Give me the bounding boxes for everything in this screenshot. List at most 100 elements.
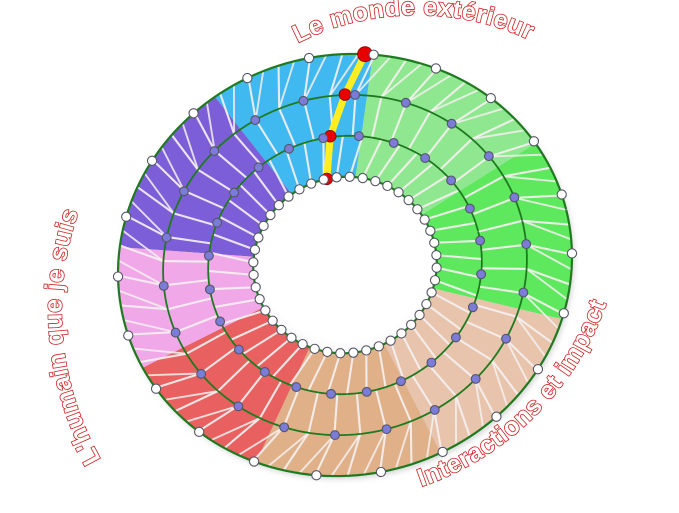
graph-node[interactable]	[509, 192, 520, 203]
graph-node[interactable]	[260, 305, 271, 316]
graph-node[interactable]	[259, 367, 270, 377]
graph-node[interactable]	[212, 217, 223, 228]
graph-node[interactable]	[322, 346, 333, 358]
graph-node[interactable]	[265, 209, 276, 221]
graph-node[interactable]	[388, 137, 399, 148]
graph-node[interactable]	[357, 172, 368, 184]
graph-node[interactable]	[258, 220, 269, 232]
highlight-node[interactable]	[338, 88, 352, 101]
graph-node[interactable]	[215, 316, 226, 327]
graph-node[interactable]	[521, 239, 532, 250]
graph-node[interactable]	[170, 327, 181, 338]
graph-node[interactable]	[250, 282, 261, 293]
graph-node[interactable]	[556, 189, 567, 200]
graph-node[interactable]	[403, 194, 414, 206]
graph-node[interactable]	[318, 133, 329, 144]
graph-node[interactable]	[532, 364, 544, 375]
graph-node[interactable]	[297, 338, 308, 350]
graph-node[interactable]	[291, 382, 302, 393]
graph-node[interactable]	[476, 269, 487, 280]
graph-node[interactable]	[121, 211, 132, 222]
graph-node[interactable]	[475, 235, 486, 246]
graph-node[interactable]	[414, 309, 425, 321]
graph-node[interactable]	[309, 343, 320, 355]
graph-node[interactable]	[446, 118, 457, 129]
graph-node[interactable]	[318, 174, 329, 185]
graph-node[interactable]	[368, 49, 379, 60]
graph-node[interactable]	[426, 357, 437, 368]
graph-node[interactable]	[161, 232, 172, 243]
graph-node[interactable]	[253, 232, 264, 243]
graph-node[interactable]	[209, 146, 220, 157]
graph-node[interactable]	[425, 225, 436, 236]
graph-node[interactable]	[421, 298, 432, 310]
graph-node[interactable]	[150, 383, 162, 394]
graph-node[interactable]	[370, 175, 381, 187]
graph-node[interactable]	[298, 95, 309, 106]
graph-node[interactable]	[385, 335, 396, 346]
graph-node[interactable]	[326, 388, 336, 399]
graph-node[interactable]	[429, 404, 440, 415]
graph-node[interactable]	[483, 151, 494, 162]
graph-node[interactable]	[431, 249, 442, 261]
graph-node[interactable]	[242, 72, 253, 84]
graph-node[interactable]	[249, 244, 261, 255]
graph-node[interactable]	[361, 386, 372, 397]
graph-node[interactable]	[273, 200, 284, 211]
graph-node[interactable]	[203, 250, 214, 261]
graph-node[interactable]	[426, 287, 437, 298]
graph-node[interactable]	[330, 430, 340, 441]
graph-node[interactable]	[196, 368, 207, 379]
graph-node[interactable]	[233, 344, 244, 355]
graph-node[interactable]	[350, 89, 360, 100]
graph-node[interactable]	[254, 294, 265, 305]
graph-node[interactable]	[344, 171, 355, 182]
graph-node[interactable]	[396, 376, 406, 387]
graph-node[interactable]	[430, 63, 442, 74]
segment-light-tan-segment[interactable]	[384, 288, 562, 453]
graph-node[interactable]	[361, 345, 372, 356]
graph-node[interactable]	[179, 186, 189, 197]
graph-node[interactable]	[267, 315, 278, 326]
graph-node[interactable]	[248, 257, 259, 268]
segment-pink-segment[interactable]	[118, 247, 264, 368]
graph-node[interactable]	[375, 466, 387, 478]
graph-node[interactable]	[501, 333, 511, 344]
graph-node[interactable]	[279, 422, 290, 433]
graph-node[interactable]	[248, 269, 259, 281]
graph-node[interactable]	[406, 319, 417, 330]
graph-node[interactable]	[306, 178, 317, 189]
graph-node[interactable]	[400, 97, 411, 108]
graph-node[interactable]	[373, 341, 384, 352]
graph-node[interactable]	[464, 203, 475, 214]
graph-node[interactable]	[558, 308, 569, 319]
graph-node[interactable]	[188, 108, 199, 119]
graph-node[interactable]	[396, 328, 407, 339]
graph-node[interactable]	[470, 373, 481, 384]
graph-node[interactable]	[294, 184, 305, 195]
graph-node[interactable]	[158, 280, 169, 291]
graph-node[interactable]	[429, 275, 441, 286]
graph-node[interactable]	[446, 175, 457, 186]
graph-node[interactable]	[566, 248, 578, 259]
graph-node[interactable]	[283, 191, 294, 202]
graph-node[interactable]	[450, 332, 461, 343]
graph-node[interactable]	[248, 456, 260, 467]
graph-node[interactable]	[431, 262, 442, 273]
graph-node[interactable]	[420, 153, 431, 163]
graph-node[interactable]	[485, 92, 496, 104]
graph-node[interactable]	[528, 136, 540, 147]
highlight-line[interactable]	[323, 50, 369, 183]
graph-node[interactable]	[412, 204, 423, 215]
graph-node[interactable]	[233, 401, 244, 412]
graph-node[interactable]	[437, 446, 448, 458]
graph-node[interactable]	[348, 347, 359, 358]
graph-node[interactable]	[123, 330, 134, 341]
graph-node[interactable]	[229, 187, 240, 198]
graph-node[interactable]	[112, 271, 124, 282]
graph-node[interactable]	[253, 162, 264, 173]
graph-node[interactable]	[331, 172, 342, 183]
graph-node[interactable]	[491, 411, 502, 422]
graph-node[interactable]	[381, 424, 392, 435]
graph-node[interactable]	[393, 187, 404, 198]
